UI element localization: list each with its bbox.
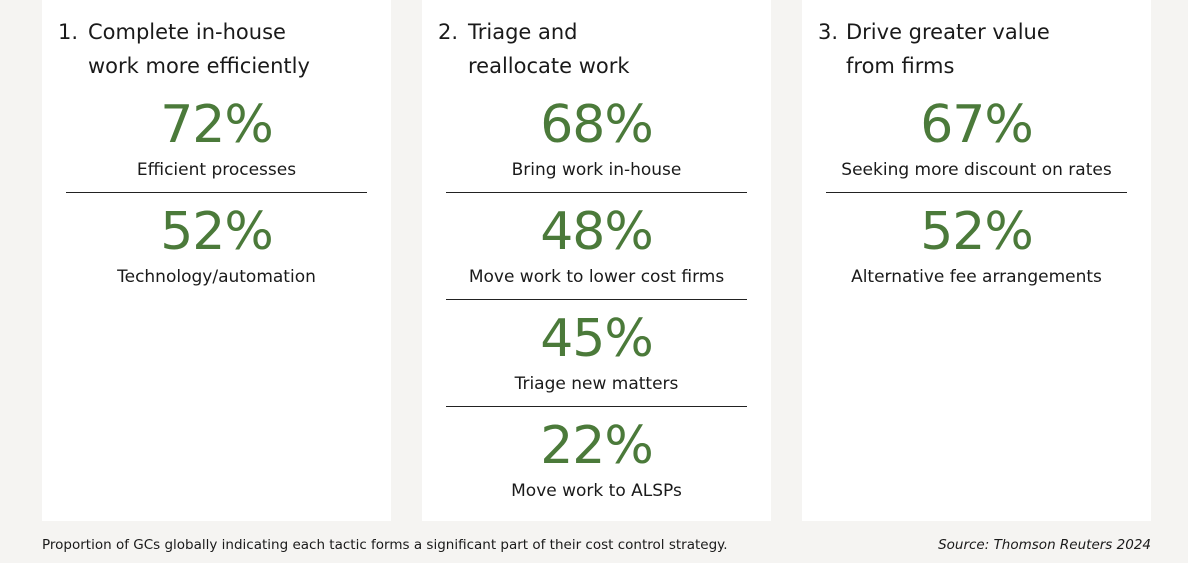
stat-value: 68%: [540, 95, 654, 155]
card-title: reallocate work: [468, 54, 630, 78]
source: Source: Thomson Reuters 2024: [938, 537, 1151, 553]
stat-value: 52%: [920, 202, 1034, 262]
card-number: 3.: [818, 20, 839, 44]
stat-label: Efficient processes: [136, 160, 297, 180]
stat-value: 67%: [920, 95, 1034, 155]
divider: [66, 192, 367, 193]
stat-label: Alternative fee arrangements: [851, 267, 1102, 287]
divider: [826, 192, 1127, 193]
card-title: Triage and: [468, 20, 578, 44]
stat-value: 22%: [540, 416, 654, 476]
stat-label: Move work to ALSPs: [511, 481, 682, 501]
card: 1. Complete in-house work more efficiently…: [42, 0, 391, 521]
stat-label: Triage new matters: [514, 374, 679, 394]
stat-label: Technology/automation: [117, 267, 316, 287]
card-title: from firms: [846, 54, 955, 78]
divider: [446, 406, 747, 407]
card-number: 2.: [438, 20, 459, 44]
footnote: Proportion of GCs globally indicating ea…: [42, 537, 728, 553]
card-title: Complete in-house: [88, 20, 286, 44]
stat-value: 52%: [160, 202, 274, 262]
divider: [446, 299, 747, 300]
card-title: work more efficiently: [88, 54, 310, 78]
card: 3. Drive greater value from firms 67% Seekin…: [802, 0, 1151, 521]
card-title: Drive greater value: [846, 20, 1050, 44]
card: 2. Triage and reallocate work 68% Bring work…: [422, 0, 771, 521]
card-number: 1.: [58, 20, 79, 44]
divider: [446, 192, 747, 193]
stat-value: 72%: [160, 95, 274, 155]
stat-value: 48%: [540, 202, 654, 262]
stat-label: Bring work in-house: [511, 160, 682, 180]
stat-value: 45%: [540, 309, 654, 369]
stat-label: Move work to lower cost firms: [468, 267, 725, 287]
stat-label: Seeking more discount on rates: [841, 160, 1112, 180]
